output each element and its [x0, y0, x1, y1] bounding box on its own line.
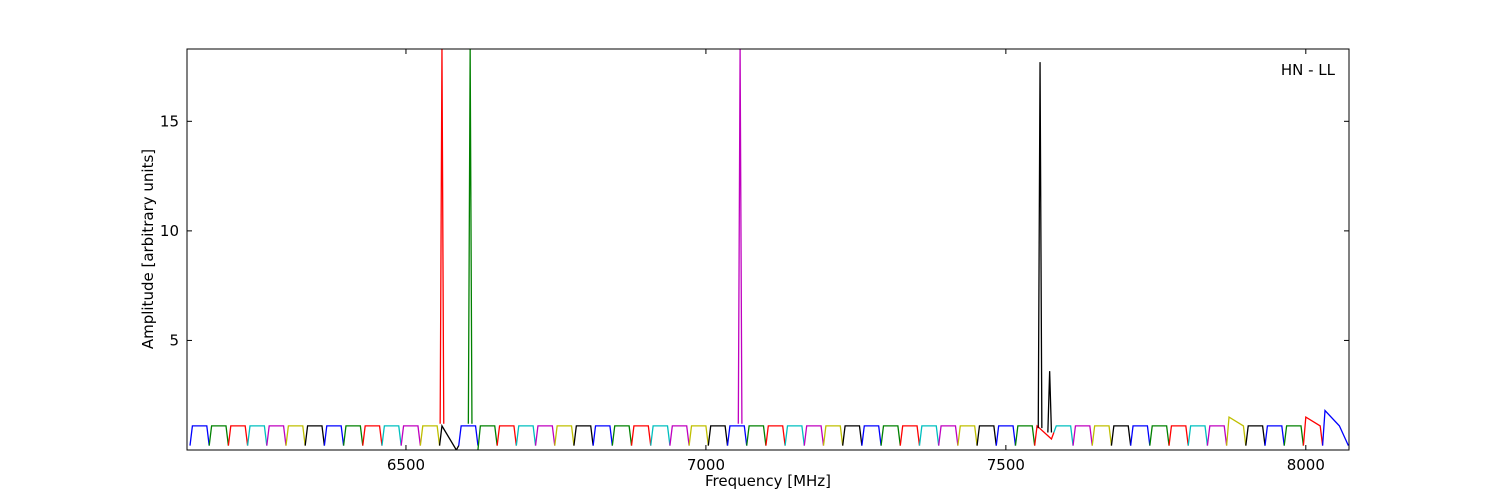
spectrum-line: [1053, 425, 1074, 446]
spectrum-line: [1206, 425, 1228, 446]
spectrum-line: [458, 425, 479, 446]
spectrum-line: [419, 425, 441, 446]
spectrum-line: [1149, 425, 1170, 446]
spectrum-line: [323, 425, 345, 446]
y-tick-label: 5: [169, 331, 179, 349]
spectrum-line: [400, 425, 422, 446]
spectrum-line: [1245, 425, 1266, 446]
plot-lines: [189, 49, 1349, 450]
spectrum-line: [918, 425, 940, 446]
spectrum-line: [1168, 425, 1189, 446]
x-tick-label: 8000: [1287, 456, 1325, 474]
spectrum-line: [246, 425, 268, 446]
y-tick-label: 10: [160, 222, 179, 240]
spectrum-line: [1187, 425, 1209, 446]
x-tick-label: 6500: [387, 456, 425, 474]
spectrum-line: [688, 425, 709, 446]
y-tick-label: 15: [160, 112, 179, 130]
spectrum-line: [976, 425, 997, 446]
spectrum-line: [1110, 425, 1132, 446]
spectrum-line: [822, 425, 844, 446]
spectrum-line: [669, 425, 690, 446]
spectrum-line: [630, 425, 652, 446]
spectrum-line: [189, 425, 210, 446]
spectrum-line: [554, 425, 575, 446]
spectrum-line: [765, 425, 786, 446]
spectrum-line: [534, 425, 556, 446]
spectrum-line: [266, 425, 287, 446]
annotation: HN - LL: [1281, 61, 1336, 79]
spectrum-line: [467, 49, 473, 424]
x-axis-label: Frequency [MHz]: [705, 472, 831, 490]
spectrum-line: [803, 425, 825, 446]
spectrum-line: [1034, 424, 1055, 446]
spectrum-line: [726, 425, 748, 446]
spectrum-line: [573, 425, 594, 446]
spectrum-line: [496, 425, 517, 446]
spectrum-line: [515, 425, 537, 446]
spectrum-line: [439, 49, 445, 424]
spectrum-line: [784, 425, 805, 446]
spectrum-line: [438, 423, 460, 450]
spectrum-line: [1129, 425, 1151, 446]
spectrum-line: [1283, 425, 1305, 446]
spectrum-line: [746, 425, 767, 446]
spectrum-line: [592, 425, 613, 446]
spectrum-line: [1014, 425, 1036, 446]
spectrum-line: [381, 425, 402, 446]
spectrum-line: [477, 425, 498, 450]
spectrum-line: [1225, 416, 1247, 446]
x-tick-label: 7500: [987, 456, 1025, 474]
spectrum-line: [208, 425, 230, 446]
spectrum-line: [362, 425, 383, 446]
spectrum-line: [938, 425, 959, 446]
spectrum-line: [707, 425, 729, 446]
spectrum-line: [842, 425, 863, 446]
spectrum-line: [861, 425, 882, 446]
spectrum-line: [1302, 416, 1324, 446]
spectrum-line: [285, 425, 306, 446]
spectrum-line: [227, 425, 249, 446]
spectrum-line: [957, 425, 978, 446]
spectrum-line: [1264, 425, 1285, 446]
spectrum-line: [995, 425, 1017, 446]
spectrum-line: [737, 49, 743, 424]
spectrum-line: [650, 425, 671, 446]
spectrum-line: [1091, 425, 1113, 446]
spectrum-line: [899, 425, 921, 446]
plot-frame: [186, 48, 1350, 451]
spectrum-line: [1037, 62, 1043, 429]
spectrum-line: [304, 425, 326, 446]
spectrum-line: [1321, 409, 1349, 446]
x-tick-label: 7000: [687, 456, 725, 474]
spectrum-line: [342, 425, 364, 446]
spectrum-line: [611, 425, 633, 446]
y-axis-label: Amplitude [arbitrary units]: [139, 149, 157, 349]
spectrum-line: [880, 425, 901, 446]
spectrum-line: [1072, 425, 1093, 446]
spectrum-line: [1047, 371, 1053, 433]
